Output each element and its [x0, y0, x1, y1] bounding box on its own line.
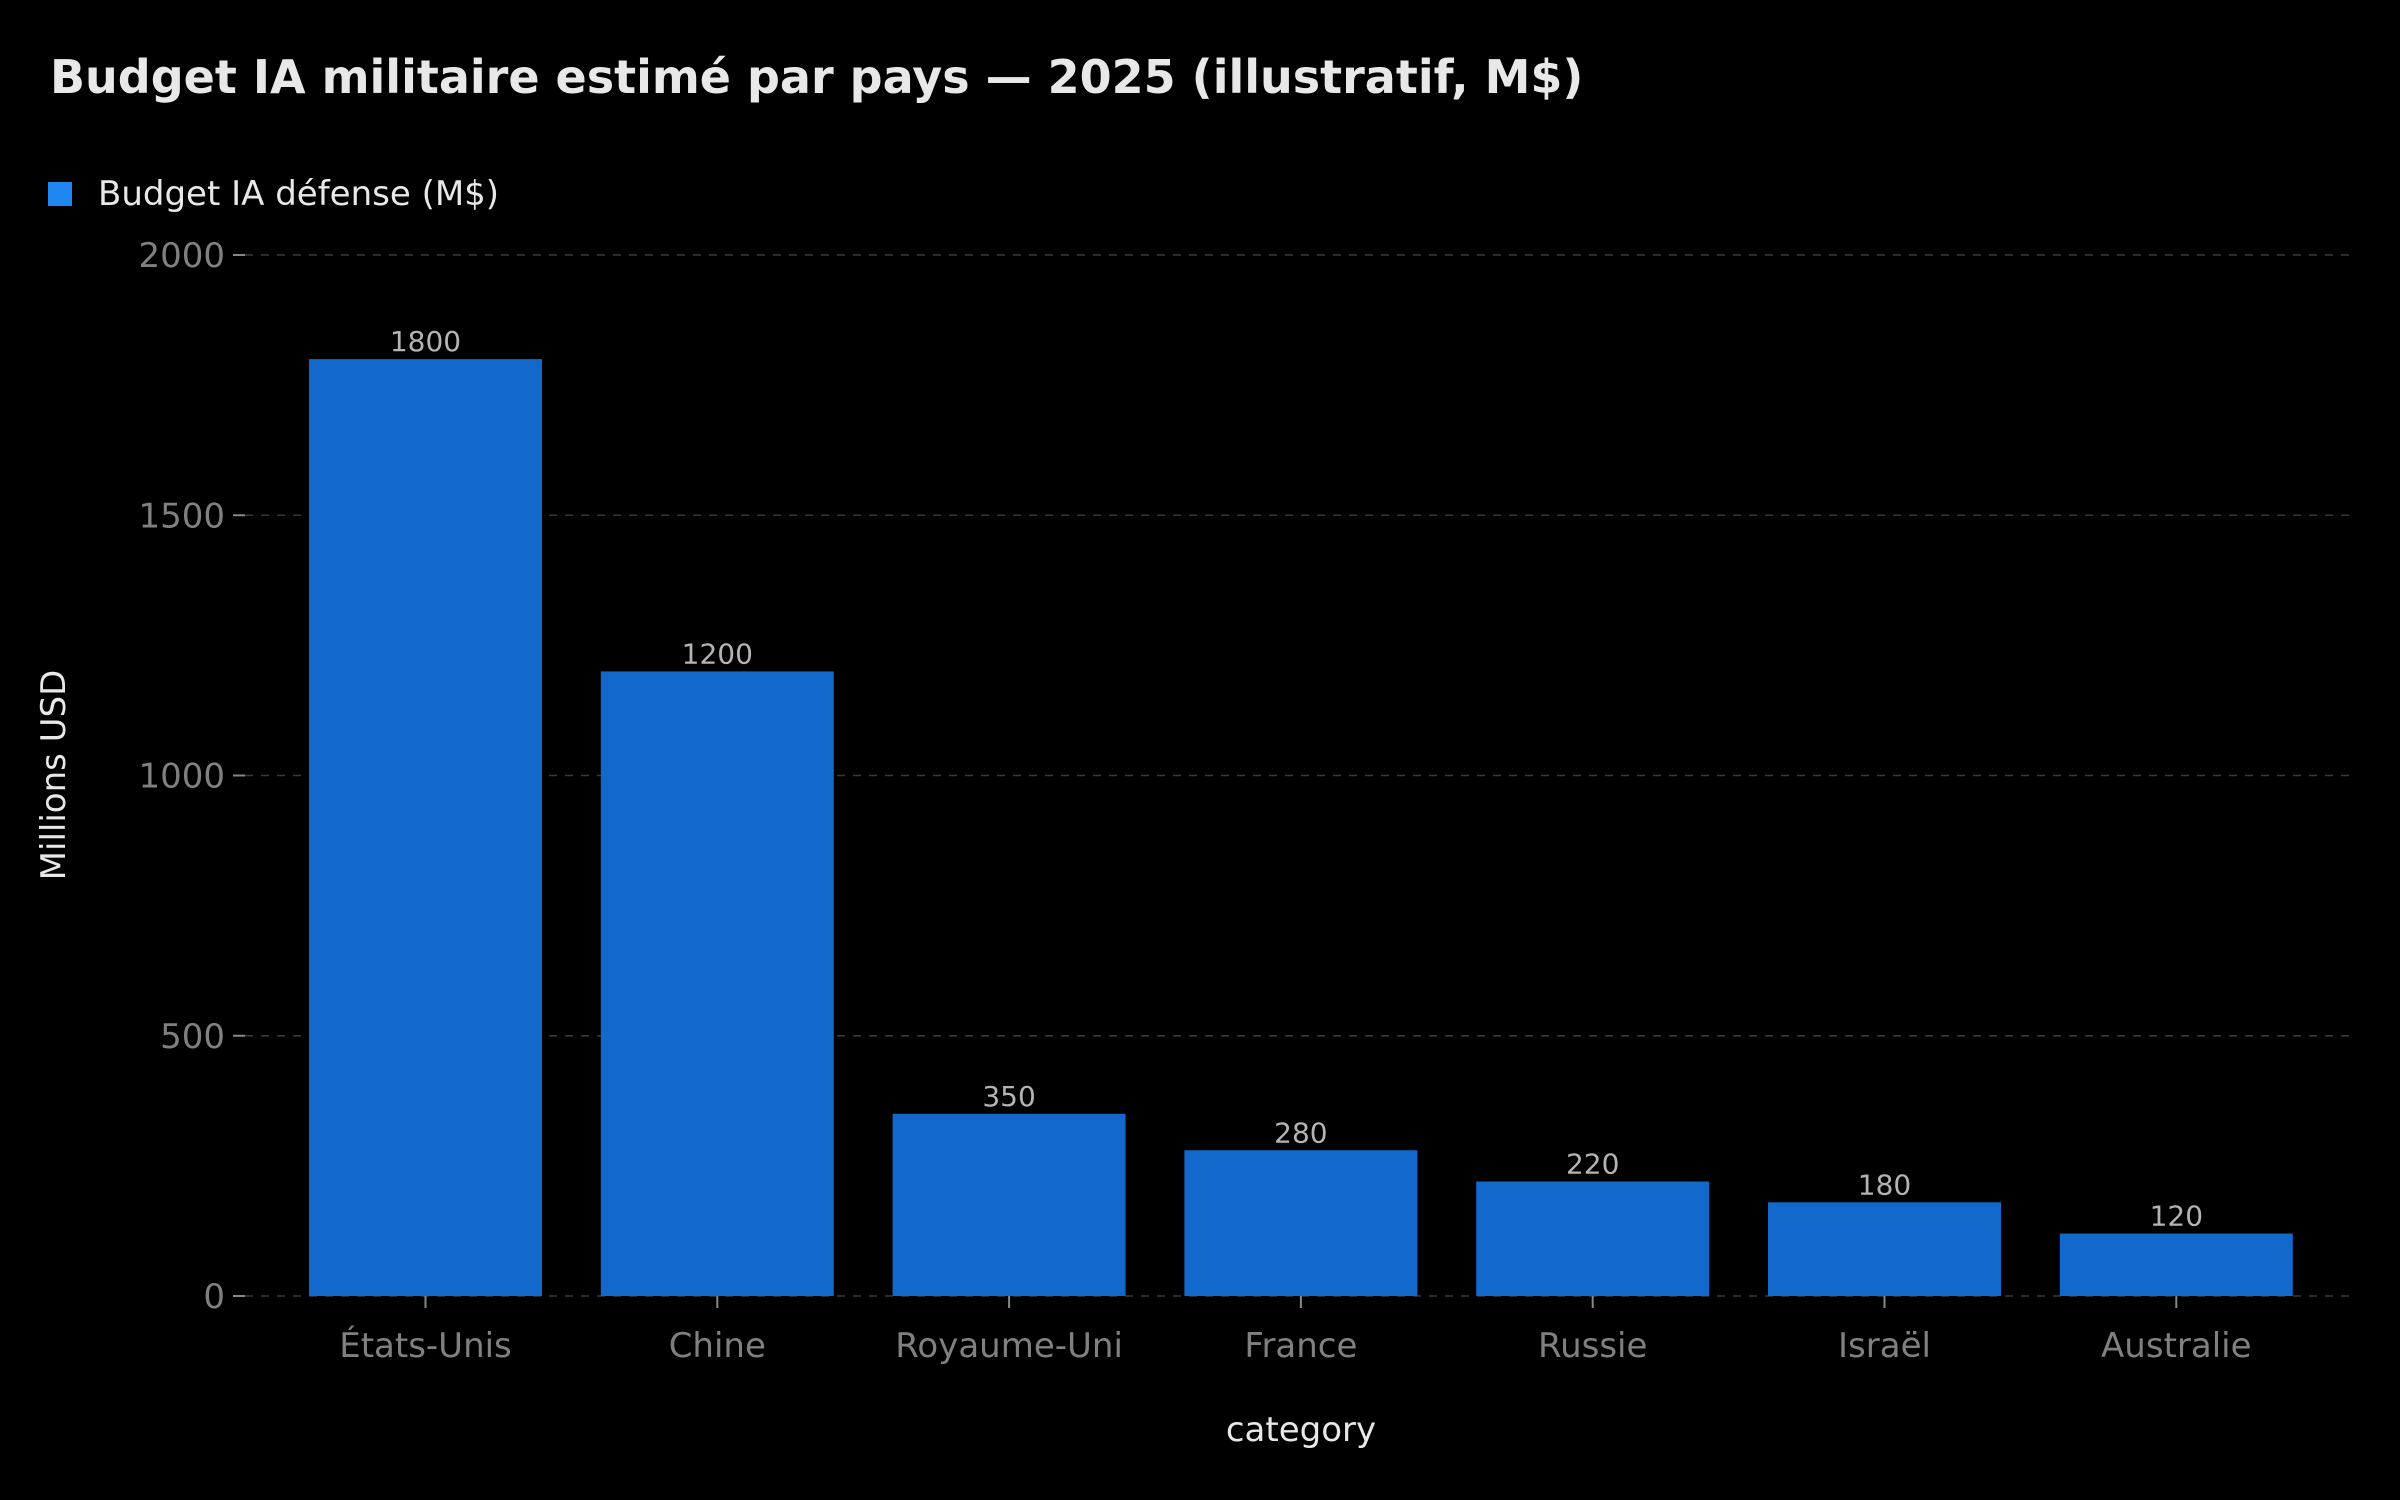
y-axis-title: Millions USD [34, 670, 74, 881]
y-tick-label: 1500 [138, 496, 225, 536]
x-tick-label: Australie [2101, 1326, 2251, 1366]
bar [892, 1113, 1126, 1296]
bar-value-label: 180 [1858, 1168, 1911, 1201]
x-tick-label: Israël [1838, 1326, 1931, 1366]
bar [600, 671, 834, 1296]
x-tick-label: Royaume-Uni [895, 1326, 1123, 1366]
y-axis: 0 500 1000 1500 2000 [138, 236, 245, 1317]
y-tick-label: 1000 [138, 757, 225, 797]
legend-swatch [48, 182, 72, 206]
bar-value-label: 1200 [682, 637, 753, 670]
x-axis: États-Unis Chine Royaume-Uni France Russie Is… [339, 1296, 2252, 1366]
bars [309, 359, 2293, 1297]
bar-value-label: 280 [1274, 1116, 1327, 1149]
x-tick-label: États-Unis [339, 1325, 512, 1366]
bar-value-label: 220 [1566, 1147, 1619, 1180]
x-tick-label: France [1244, 1326, 1357, 1366]
bar-value-label: 1800 [390, 325, 461, 358]
legend: Budget IA défense (M$) [48, 174, 499, 214]
bar [309, 359, 542, 1297]
y-tick-label: 2000 [138, 236, 225, 276]
bar [1768, 1202, 2001, 1296]
bar [1184, 1150, 1418, 1296]
chart-title: Budget IA militaire estimé par pays — 20… [50, 50, 1584, 104]
y-tick-label: 500 [160, 1017, 225, 1057]
data-labels: 1800 1200 350 280 220 180 120 [390, 325, 2203, 1232]
y-tick-label: 0 [203, 1277, 225, 1317]
bar [2059, 1233, 2293, 1296]
x-axis-title: category [1226, 1410, 1376, 1450]
legend-label: Budget IA défense (M$) [98, 174, 500, 214]
x-tick-label: Russie [1538, 1326, 1647, 1366]
bar-value-label: 120 [2150, 1200, 2203, 1233]
bar-value-label: 350 [982, 1080, 1035, 1113]
x-tick-label: Chine [669, 1326, 766, 1366]
bar [1476, 1181, 1710, 1296]
